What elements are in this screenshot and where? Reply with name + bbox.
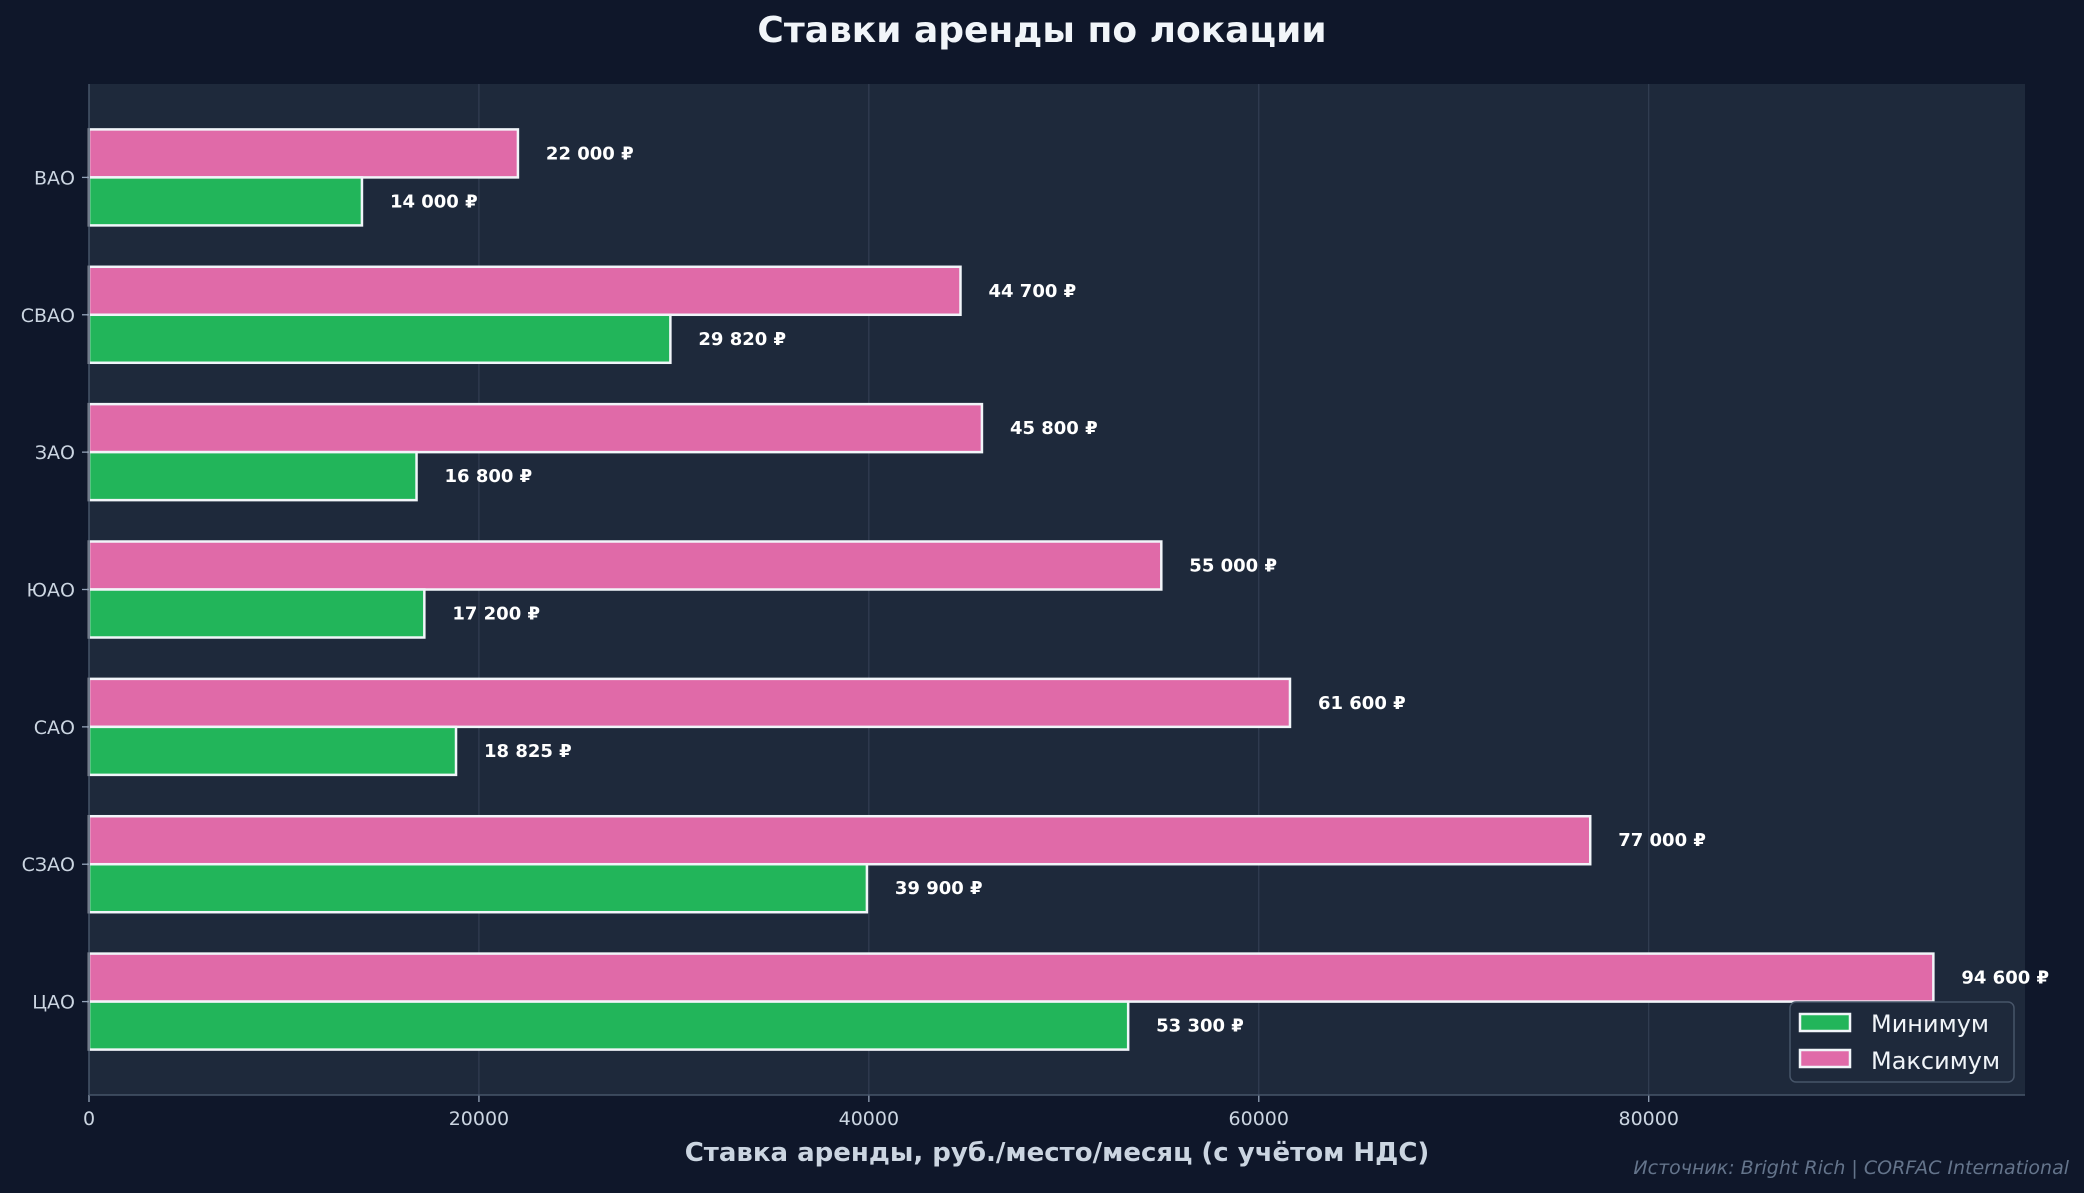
data-label-max: 45 800 ₽: [1010, 418, 1098, 439]
bar-max: [87, 128, 520, 179]
bar-max: [87, 814, 1592, 866]
chart-title: Ставки аренды по локации: [757, 10, 1326, 51]
legend-label-min: Минимум: [1871, 1010, 1989, 1038]
y-tick-label: ВАО: [34, 167, 75, 189]
data-label-max: 77 000 ₽: [1618, 830, 1706, 851]
bar-min: [87, 725, 458, 777]
x-tick-label: 60000: [1229, 1108, 1289, 1130]
bar-min: [87, 1000, 1130, 1051]
data-label-max: 55 000 ₽: [1189, 556, 1277, 577]
data-label-min: 53 300 ₽: [1156, 1016, 1244, 1037]
y-tick-label: ЗАО: [35, 442, 75, 464]
legend-swatch-min: [1798, 1012, 1852, 1033]
y-tick-label: САО: [34, 717, 75, 739]
bar-max: [87, 952, 1935, 1003]
bar-min: [87, 588, 426, 639]
bar-max: [87, 265, 962, 317]
legend-swatch-max: [1798, 1048, 1852, 1069]
y-tick-label: СЗАО: [22, 854, 75, 876]
bar-min: [87, 450, 418, 502]
y-tick-label: ЦАО: [32, 992, 75, 1014]
x-tick-label: 0: [83, 1108, 95, 1130]
bar-max: [87, 540, 1163, 591]
data-label-min: 29 820 ₽: [698, 329, 786, 350]
y-tick-label: ЮАО: [27, 580, 75, 602]
bar-min: [87, 862, 869, 914]
legend: Минимум Максимум: [1789, 1001, 2015, 1083]
x-tick-label: 80000: [1618, 1108, 1678, 1130]
y-tick-label: СВАО: [21, 305, 75, 327]
x-tick-label: 40000: [839, 1108, 899, 1130]
data-label-max: 44 700 ₽: [988, 281, 1076, 302]
x-axis-label: Ставка аренды, руб./место/месяц (с учёто…: [685, 1138, 1430, 1168]
data-label-min: 14 000 ₽: [390, 191, 478, 212]
bar-min: [87, 313, 672, 365]
x-tick-label: 20000: [449, 1108, 509, 1130]
data-label-min: 17 200 ₽: [452, 604, 540, 625]
source-note: Источник: Bright Rich | CORFAC Internati…: [1633, 1157, 2069, 1179]
bar-min: [87, 176, 364, 227]
data-label-min: 16 800 ₽: [445, 466, 533, 487]
bar-max: [87, 402, 984, 454]
data-label-max: 22 000 ₽: [546, 143, 634, 164]
data-label-max: 61 600 ₽: [1318, 693, 1406, 714]
data-label-max: 94 600 ₽: [1961, 968, 2049, 989]
legend-label-max: Максимум: [1871, 1047, 2000, 1075]
bar-max: [87, 677, 1292, 729]
data-label-min: 39 900 ₽: [895, 878, 983, 899]
data-label-min: 18 825 ₽: [484, 741, 572, 762]
